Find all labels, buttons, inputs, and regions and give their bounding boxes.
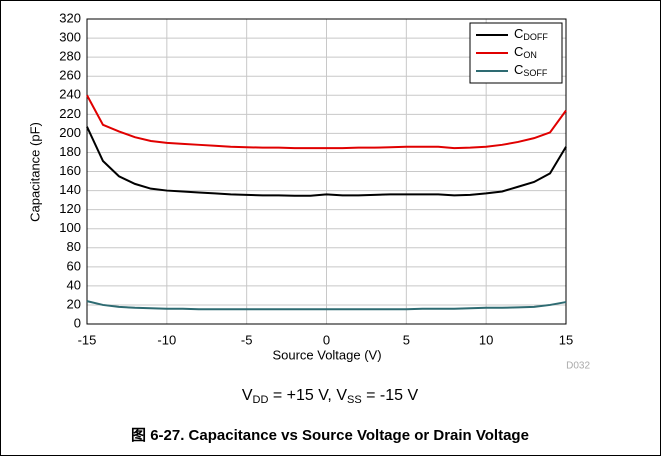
caption: 图 6-27. Capacitance vs Source Voltage or… [131,427,529,444]
annotation-part: V [242,387,253,404]
y-tick-label: 80 [67,239,81,254]
x-tick-label: 10 [479,332,493,347]
series-line [86,300,567,311]
y-axis-label: Capacitance (pF) [27,122,42,222]
annotation-part: = +15 V, [268,387,336,404]
y-tick-label: 300 [59,30,81,45]
plot-frame [86,18,567,325]
x-tick-label: -5 [241,332,253,347]
annotation-part: = -15 V [362,387,419,404]
y-tick-label: 240 [59,87,81,102]
y-tick-label: 220 [59,106,81,121]
y-tick-label: 40 [67,277,81,292]
figure-code: D032 [566,361,590,372]
y-tick-label: 0 [74,315,81,330]
y-tick-label: 260 [59,68,81,83]
series-line [86,94,567,150]
x-tick-label: 5 [403,332,410,347]
y-tick-label: 320 [59,10,81,25]
x-tick-label: 15 [559,332,573,347]
legend-label: CON [514,44,537,60]
x-tick-label: 0 [323,332,330,347]
y-tick-label: 100 [59,220,81,235]
x-tick-label: -10 [157,332,176,347]
legend-label: CSOFF [514,62,548,78]
y-tick-label: 20 [67,296,81,311]
x-axis-label: Source Voltage (V) [272,347,381,362]
y-tick-label: 120 [59,201,81,216]
y-tick-label: 200 [59,125,81,140]
y-tick-label: 160 [59,163,81,178]
legend-label: CDOFF [514,26,548,42]
y-tick-label: 60 [67,258,81,273]
y-tick-label: 280 [59,49,81,64]
annotation-part: V [336,387,347,404]
series-line [86,126,567,197]
y-tick-label: 180 [59,144,81,159]
x-tick-label: -15 [78,332,97,347]
annotation: VDD = +15 V, VSS = -15 V [242,387,419,406]
annotation-part: DD [253,394,269,406]
annotation-part: SS [347,394,362,406]
y-tick-label: 140 [59,182,81,197]
